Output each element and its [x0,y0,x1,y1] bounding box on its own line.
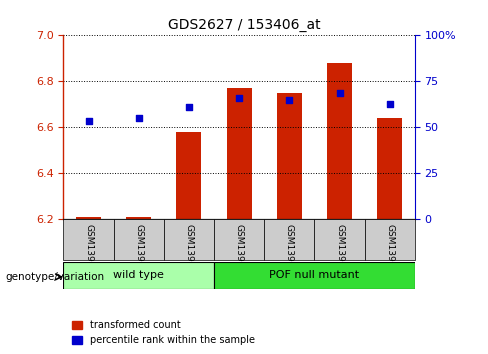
FancyBboxPatch shape [214,219,264,260]
Point [135,115,142,121]
FancyBboxPatch shape [63,219,114,260]
Text: GSM139086: GSM139086 [385,224,394,279]
Legend: transformed count, percentile rank within the sample: transformed count, percentile rank withi… [68,316,259,349]
FancyBboxPatch shape [314,219,365,260]
FancyBboxPatch shape [114,219,164,260]
Bar [126,217,151,219]
Text: GSM139080: GSM139080 [285,224,294,279]
Bar [277,93,302,219]
FancyBboxPatch shape [214,262,415,289]
Point [386,102,394,107]
Text: GSM139089: GSM139089 [84,224,93,279]
FancyBboxPatch shape [365,219,415,260]
FancyBboxPatch shape [63,262,214,289]
Point [336,90,344,96]
Point [185,104,193,110]
Text: wild type: wild type [113,270,164,280]
Text: POF null mutant: POF null mutant [269,270,360,280]
Bar [226,88,252,219]
Text: GDS2627 / 153406_at: GDS2627 / 153406_at [168,18,320,32]
Text: GSM139094: GSM139094 [184,224,193,279]
Point [235,95,243,100]
Point [285,97,293,103]
Text: GSM139078: GSM139078 [235,224,244,279]
Text: GSM139082: GSM139082 [335,224,344,279]
FancyBboxPatch shape [264,219,314,260]
Bar [176,132,202,219]
Bar [377,118,402,219]
Text: GSM139092: GSM139092 [134,224,143,279]
FancyBboxPatch shape [164,219,214,260]
Bar [327,63,352,219]
Point [84,118,92,124]
Text: genotype/variation: genotype/variation [5,272,104,282]
Bar [76,217,101,219]
